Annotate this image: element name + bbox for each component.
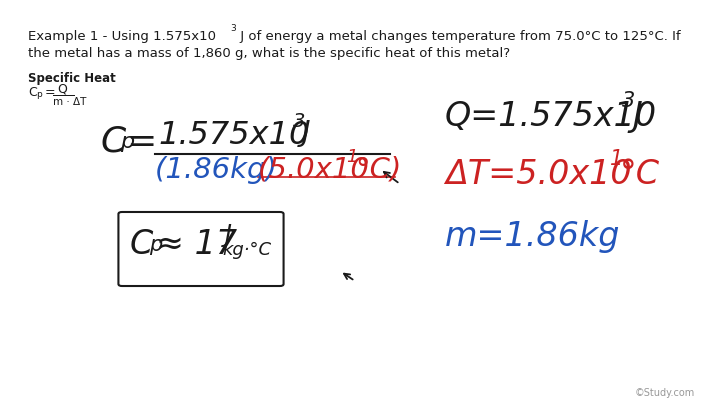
- Text: °C: °C: [620, 158, 660, 190]
- Text: Specific Heat: Specific Heat: [28, 72, 116, 85]
- Text: J of energy a metal changes temperature from 75.0°C to 125°C. If: J of energy a metal changes temperature …: [236, 30, 681, 43]
- Text: kg·°C: kg·°C: [222, 241, 271, 258]
- Text: the metal has a mass of 1,860 g, what is the specific heat of this metal?: the metal has a mass of 1,860 g, what is…: [28, 47, 510, 60]
- Text: C: C: [28, 86, 36, 99]
- Text: 1.575x10: 1.575x10: [158, 120, 310, 151]
- Text: J: J: [632, 100, 642, 133]
- Text: J: J: [225, 223, 232, 246]
- Text: Q=1.575x10: Q=1.575x10: [445, 100, 657, 133]
- Text: 3: 3: [622, 91, 635, 111]
- Text: C: C: [130, 227, 153, 260]
- Text: ≈ 17: ≈ 17: [156, 227, 237, 260]
- Text: 3: 3: [230, 24, 236, 33]
- Text: J: J: [302, 119, 310, 147]
- Text: 1: 1: [610, 149, 623, 168]
- Text: =: =: [126, 125, 157, 159]
- Text: Q: Q: [57, 83, 67, 96]
- Text: p: p: [36, 90, 41, 99]
- Text: m · ΔT: m · ΔT: [53, 97, 87, 107]
- Text: 1: 1: [346, 148, 358, 166]
- Text: 3: 3: [293, 112, 305, 131]
- Text: ©Study.com: ©Study.com: [635, 387, 695, 397]
- Text: (5.0x10: (5.0x10: [258, 156, 370, 184]
- Text: =: =: [41, 86, 56, 99]
- Text: ΔT=5.0x10: ΔT=5.0x10: [445, 158, 631, 190]
- Text: Example 1 - Using 1.575x10: Example 1 - Using 1.575x10: [28, 30, 216, 43]
- Text: p: p: [120, 132, 134, 152]
- Text: m=1.86kg: m=1.86kg: [445, 219, 621, 252]
- Text: °C): °C): [355, 156, 401, 184]
- Text: (1.86kg): (1.86kg): [155, 156, 278, 184]
- Text: p: p: [149, 235, 162, 254]
- Text: C: C: [100, 125, 125, 159]
